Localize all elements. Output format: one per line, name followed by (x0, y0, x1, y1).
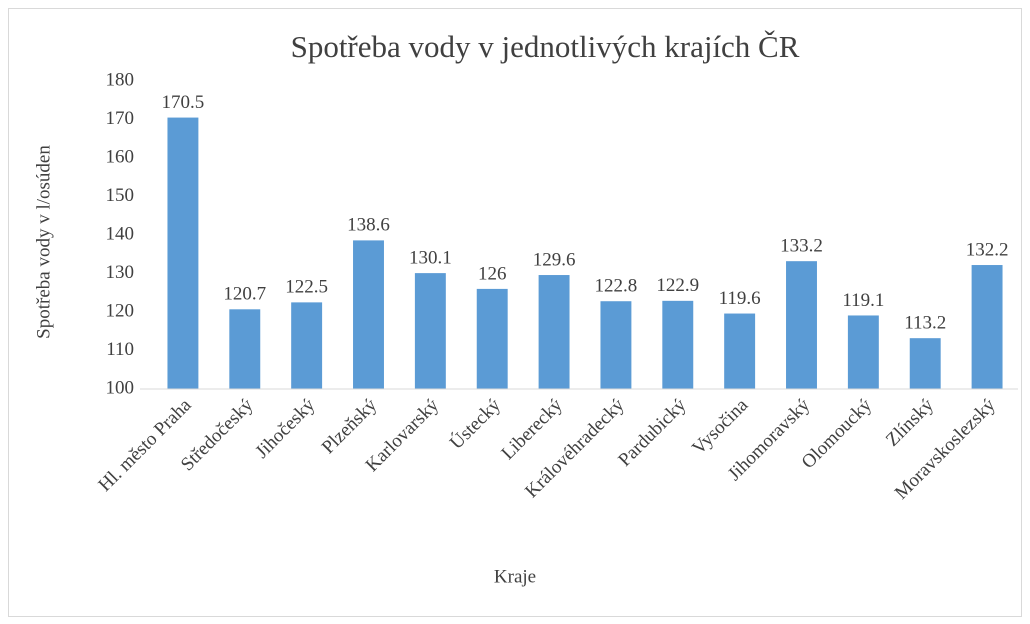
y-tick-label: 110 (106, 339, 134, 360)
data-label: 132.2 (966, 239, 1009, 260)
bar (847, 315, 879, 389)
data-label: 126 (478, 263, 507, 284)
y-axis-title: Spotřeba vody v l/osúden (33, 145, 54, 339)
bar (971, 265, 1003, 389)
chart-frame (8, 8, 1022, 617)
y-tick-label: 120 (106, 300, 135, 321)
bar (353, 240, 384, 389)
bar (662, 300, 694, 389)
bar (538, 275, 570, 389)
bar (476, 288, 508, 389)
data-label: 133.2 (780, 236, 823, 257)
y-tick-label: 150 (106, 185, 135, 206)
bar (909, 338, 941, 389)
data-label: 130.1 (409, 247, 452, 268)
bar (786, 261, 817, 389)
data-label: 122.5 (285, 277, 328, 298)
bar (291, 302, 323, 389)
data-label: 138.6 (347, 215, 390, 236)
data-label: 113.2 (904, 313, 946, 334)
data-label: 119.6 (719, 288, 761, 309)
y-tick-label: 160 (106, 146, 135, 167)
data-label: 170.5 (162, 92, 205, 113)
data-label: 129.6 (533, 249, 576, 270)
data-label: 120.7 (223, 284, 266, 305)
y-tick-label: 130 (106, 262, 135, 283)
data-label: 122.9 (656, 275, 699, 296)
data-label: 122.8 (595, 276, 638, 297)
chart-title: Spotřeba vody v jednotlivých krajích ČR (291, 29, 800, 64)
x-axis-title: Kraje (494, 566, 536, 587)
y-tick-label: 180 (106, 69, 135, 90)
bar (229, 309, 261, 389)
y-tick-label: 100 (106, 377, 135, 398)
bar (724, 313, 756, 389)
bar (167, 117, 199, 389)
bar (414, 273, 446, 389)
bar (600, 301, 632, 389)
y-tick-label: 170 (106, 108, 135, 129)
data-label: 119.1 (842, 290, 884, 311)
y-tick-label: 140 (106, 223, 135, 244)
